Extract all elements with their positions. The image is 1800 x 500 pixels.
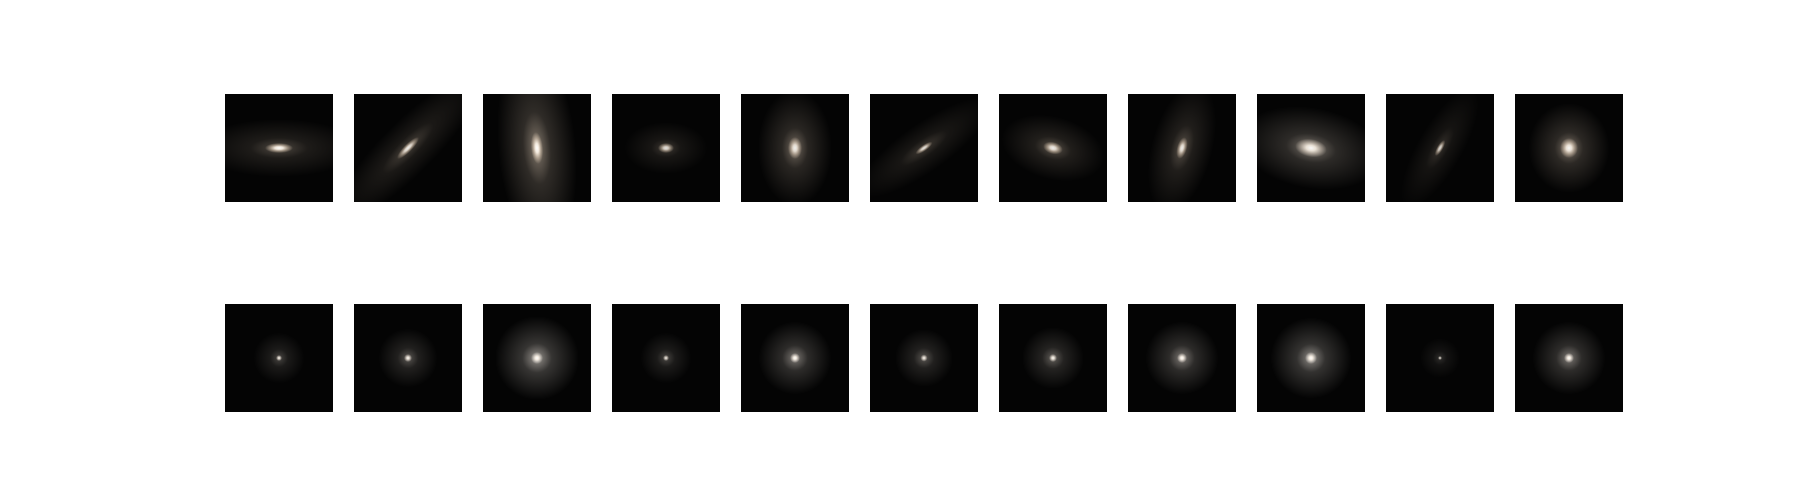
galaxy-thumbnail-1-3 [483, 94, 591, 202]
galaxy-core [1177, 353, 1187, 363]
galaxy-light [1257, 106, 1365, 190]
galaxy-image [1257, 304, 1365, 412]
galaxy-thumbnail-2-10 [1386, 304, 1494, 412]
galaxy-core [663, 355, 669, 361]
galaxy-light [1145, 321, 1219, 395]
galaxy-core [788, 137, 802, 159]
galaxy-light [1420, 338, 1460, 378]
galaxy-light [354, 94, 462, 202]
galaxy-image [999, 304, 1107, 412]
galaxy-light [1022, 327, 1084, 389]
galaxy-thumbnail-1-10 [1386, 94, 1494, 202]
galaxy-thumbnail-2-9 [1257, 304, 1365, 412]
galaxy-image [741, 94, 849, 202]
galaxy-core [1305, 352, 1317, 364]
elliptical-row [0, 94, 1800, 202]
galaxy-light [1270, 317, 1352, 399]
galaxy-light [758, 321, 832, 395]
galaxy-core [1434, 140, 1446, 156]
galaxy-image [483, 94, 591, 202]
galaxy-thumbnail-1-2 [354, 94, 462, 202]
galaxy-light [1401, 94, 1479, 202]
galaxy-light [624, 122, 708, 174]
galaxy-image [354, 304, 462, 412]
galaxy-image [225, 304, 333, 412]
galaxy-thumbnail-1-11 [1515, 94, 1623, 202]
galaxy-light [378, 328, 438, 388]
galaxy-core [397, 137, 419, 159]
galaxy-core [404, 354, 412, 362]
galaxy-light [253, 332, 305, 384]
galaxy-thumbnail-1-1 [225, 94, 333, 202]
galaxy-light [870, 98, 978, 198]
galaxy-thumbnail-1-6 [870, 94, 978, 202]
galaxy-core [531, 352, 543, 364]
galaxy-image [741, 304, 849, 412]
galaxy-core [1049, 354, 1057, 362]
galaxy-light [1528, 103, 1610, 193]
galaxy-light [895, 329, 953, 387]
galaxy-core [1043, 141, 1063, 155]
galaxy-thumbnail-2-6 [870, 304, 978, 412]
galaxy-image [225, 94, 333, 202]
galaxy-image [612, 304, 720, 412]
galaxy-thumbnail-1-9 [1257, 94, 1365, 202]
galaxy-image [1515, 94, 1623, 202]
galaxy-thumbnail-2-4 [612, 304, 720, 412]
galaxy-thumbnail-1-4 [612, 94, 720, 202]
galaxy-core [1560, 138, 1578, 158]
galaxy-image [870, 94, 978, 202]
galaxy-core [658, 143, 674, 153]
galaxy-light [495, 316, 579, 400]
galaxy-image [354, 94, 462, 202]
galaxy-image [612, 94, 720, 202]
galaxy-light [1001, 114, 1105, 182]
galaxy-image [483, 304, 591, 412]
galaxy-thumbnail-2-3 [483, 304, 591, 412]
galaxy-image [1128, 304, 1236, 412]
galaxy-core [920, 354, 928, 362]
galaxy-core [265, 143, 293, 153]
galaxy-image [1386, 94, 1494, 202]
galaxy-image [1515, 304, 1623, 412]
galaxy-image [870, 304, 978, 412]
galaxy-thumbnail-2-7 [999, 304, 1107, 412]
galaxy-thumbnail-2-8 [1128, 304, 1236, 412]
galaxy-light [640, 332, 692, 384]
galaxy-image [1257, 94, 1365, 202]
galaxy-core [1176, 137, 1188, 159]
galaxy-light [497, 94, 577, 202]
galaxy-core [915, 141, 933, 155]
galaxy-light [1147, 94, 1217, 202]
galaxy-core [790, 353, 800, 363]
galaxy-thumbnail-1-7 [999, 94, 1107, 202]
galaxy-core [276, 355, 282, 361]
galaxy-light [225, 119, 333, 177]
galaxy-core [1438, 356, 1442, 360]
galaxy-thumbnail-2-5 [741, 304, 849, 412]
galaxy-light [758, 94, 832, 202]
galaxy-core [1295, 138, 1327, 158]
galaxy-thumbnail-2-1 [225, 304, 333, 412]
galaxy-thumbnail-2-2 [354, 304, 462, 412]
point-source-row [0, 304, 1800, 412]
galaxy-image [1386, 304, 1494, 412]
galaxy-core [1564, 353, 1574, 363]
galaxy-light [1532, 321, 1606, 395]
galaxy-core [530, 132, 544, 164]
galaxy-thumbnail-1-8 [1128, 94, 1236, 202]
galaxy-image [1128, 94, 1236, 202]
galaxy-thumbnail-2-11 [1515, 304, 1623, 412]
galaxy-image [999, 94, 1107, 202]
galaxy-thumbnail-1-5 [741, 94, 849, 202]
